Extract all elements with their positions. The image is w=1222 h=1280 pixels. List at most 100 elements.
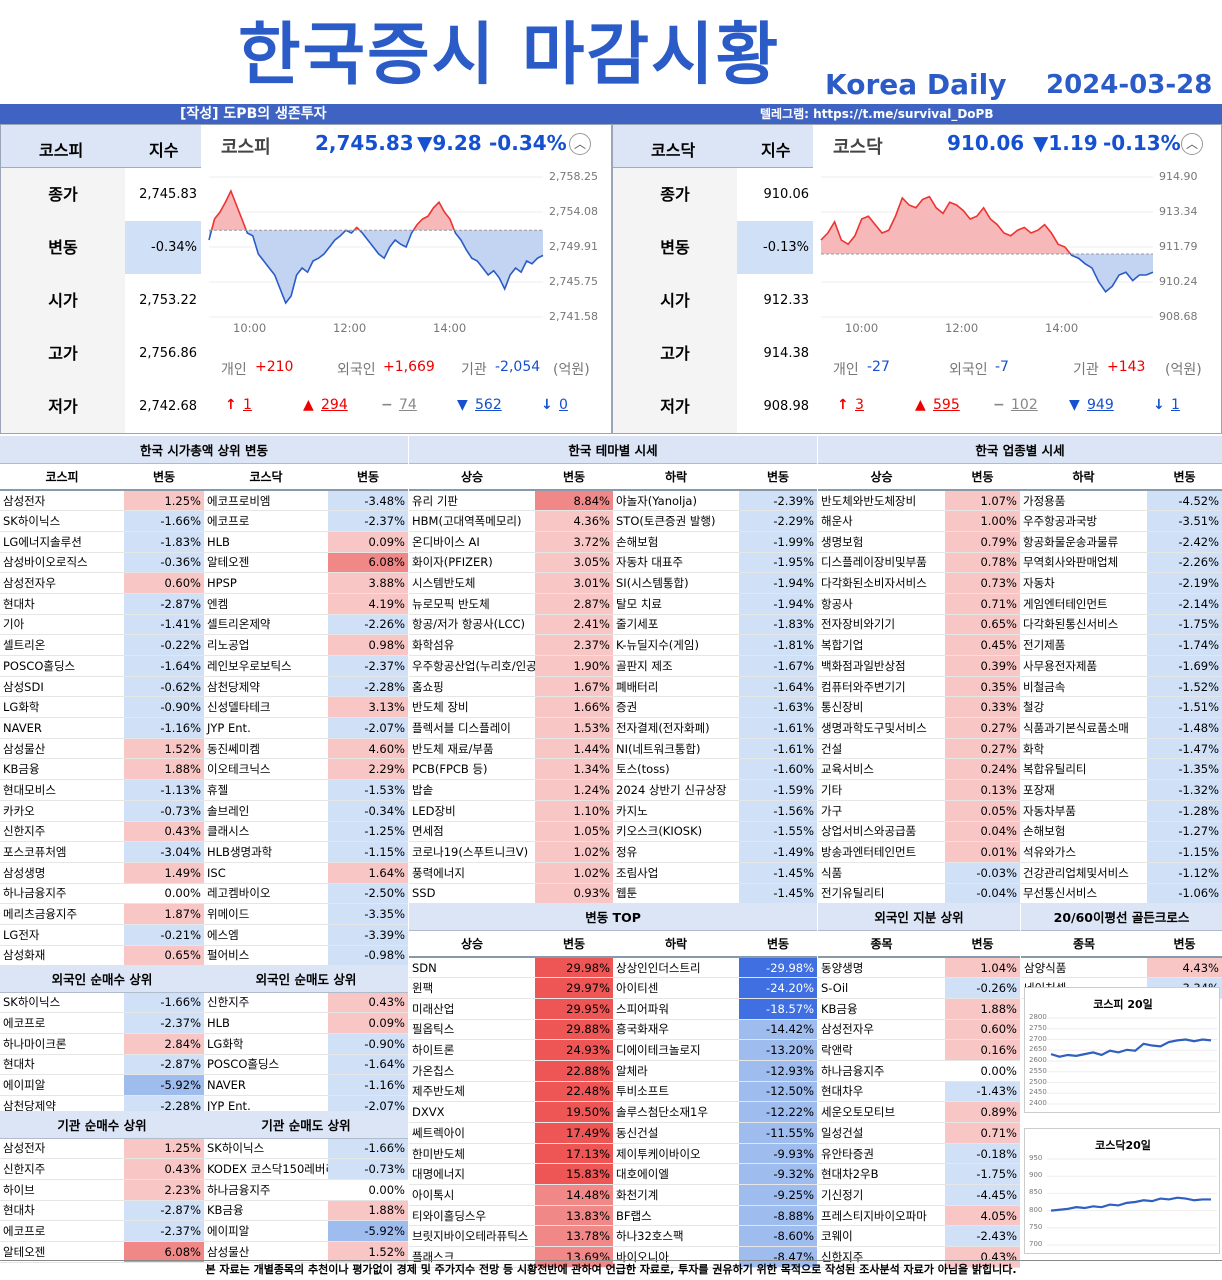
- name-cell[interactable]: SDN: [409, 957, 535, 979]
- name-cell[interactable]: 가정용품: [1020, 490, 1147, 512]
- name-cell[interactable]: 골판지 제조: [613, 655, 739, 677]
- name-cell[interactable]: 하나32호스팩: [613, 1225, 739, 1248]
- name-cell[interactable]: 석유와가스: [1020, 841, 1147, 863]
- name-cell[interactable]: 삼천당제약: [204, 676, 328, 698]
- name-cell[interactable]: 비철금속: [1020, 676, 1147, 698]
- name-cell[interactable]: LG화학: [204, 1033, 328, 1055]
- name-cell[interactable]: 에이피알: [0, 1074, 124, 1096]
- name-cell[interactable]: 플렉서블 디스플레이: [409, 717, 535, 739]
- name-cell[interactable]: 복합유틸리티: [1020, 758, 1147, 781]
- name-cell[interactable]: 화천기계: [613, 1184, 739, 1206]
- name-cell[interactable]: 신한지주: [0, 1158, 124, 1180]
- name-cell[interactable]: 아이티센: [613, 977, 739, 999]
- name-cell[interactable]: 화학섬유: [409, 634, 535, 656]
- name-cell[interactable]: 전기제품: [1020, 634, 1147, 656]
- name-cell[interactable]: 동신건설: [613, 1122, 739, 1144]
- name-cell[interactable]: 손해보험: [613, 531, 739, 553]
- name-cell[interactable]: 포스코퓨처엠: [0, 841, 124, 863]
- name-cell[interactable]: 현대차2우B: [818, 1163, 945, 1186]
- name-cell[interactable]: 솔루스첨단소재1우: [613, 1101, 739, 1123]
- name-cell[interactable]: 삼성생명: [0, 862, 124, 884]
- name-cell[interactable]: 이오테크닉스: [204, 758, 328, 781]
- name-cell[interactable]: 홈쇼핑: [409, 676, 535, 698]
- name-cell[interactable]: PCB(FPCB 등): [409, 758, 535, 781]
- name-cell[interactable]: 가온칩스: [409, 1060, 535, 1082]
- name-cell[interactable]: KB금융: [818, 998, 945, 1020]
- name-cell[interactable]: 가구: [818, 800, 945, 822]
- name-cell[interactable]: 반도체 재료/부품: [409, 738, 535, 760]
- name-cell[interactable]: 제주반도체: [409, 1081, 535, 1103]
- name-cell[interactable]: 현대차: [0, 1054, 124, 1076]
- name-cell[interactable]: STO(토큰증권 발행): [613, 510, 739, 532]
- name-cell[interactable]: 셀트리온: [0, 634, 124, 656]
- name-cell[interactable]: SK하이닉스: [204, 1138, 328, 1160]
- name-cell[interactable]: 셀트리온제약: [204, 614, 328, 636]
- name-cell[interactable]: 다각화된소비자서비스: [818, 572, 945, 594]
- name-cell[interactable]: NAVER: [0, 717, 124, 739]
- name-cell[interactable]: 상업서비스와공급품: [818, 821, 945, 843]
- name-cell[interactable]: 에이피알: [204, 1220, 328, 1242]
- name-cell[interactable]: 삼성SDI: [0, 676, 124, 698]
- name-cell[interactable]: 레고켐바이오: [204, 883, 328, 905]
- name-cell[interactable]: POSCO홀딩스: [0, 655, 124, 677]
- name-cell[interactable]: 아이톡시: [409, 1184, 535, 1206]
- name-cell[interactable]: 대명에너지: [409, 1163, 535, 1186]
- name-cell[interactable]: 현대모비스: [0, 779, 124, 801]
- name-cell[interactable]: LED장비: [409, 800, 535, 822]
- name-cell[interactable]: BF랩스: [613, 1205, 739, 1227]
- name-cell[interactable]: 철강: [1020, 696, 1147, 719]
- name-cell[interactable]: KB금융: [204, 1200, 328, 1222]
- name-cell[interactable]: 자동차 대표주: [613, 552, 739, 574]
- name-cell[interactable]: 흥국화재우: [613, 1019, 739, 1041]
- name-cell[interactable]: 시스템반도체: [409, 572, 535, 594]
- name-cell[interactable]: 현대차: [0, 593, 124, 615]
- name-cell[interactable]: 화이자(PFIZER): [409, 552, 535, 574]
- name-cell[interactable]: 하이브: [0, 1179, 124, 1201]
- name-cell[interactable]: 신한지주: [204, 992, 328, 1014]
- name-cell[interactable]: 조림사업: [613, 862, 739, 884]
- name-cell[interactable]: 백화점과일반상점: [818, 655, 945, 677]
- name-cell[interactable]: 레인보우로보틱스: [204, 655, 328, 677]
- name-cell[interactable]: SK하이닉스: [0, 992, 124, 1014]
- name-cell[interactable]: 해운사: [818, 510, 945, 532]
- name-cell[interactable]: 다각화된통신서비스: [1020, 614, 1147, 636]
- name-cell[interactable]: 삼성전자우: [818, 1019, 945, 1041]
- name-cell[interactable]: 삼성화재: [0, 945, 124, 967]
- name-cell[interactable]: 야놀자(Yanolja): [613, 490, 739, 512]
- advancers-count[interactable]: 595: [933, 397, 960, 413]
- name-cell[interactable]: 삼성전자우: [0, 572, 124, 594]
- name-cell[interactable]: 쎄트렉아이: [409, 1122, 535, 1144]
- name-cell[interactable]: 생명과학도구및서비스: [818, 717, 945, 739]
- name-cell[interactable]: 하이트론: [409, 1039, 535, 1061]
- chevron-up-icon[interactable]: ︿: [1181, 133, 1203, 155]
- unchanged-count[interactable]: 74: [399, 397, 417, 413]
- name-cell[interactable]: LG화학: [0, 696, 124, 719]
- name-cell[interactable]: LG에너지솔루션: [0, 531, 124, 553]
- name-cell[interactable]: 복합기업: [818, 634, 945, 656]
- name-cell[interactable]: 일성건설: [818, 1122, 945, 1144]
- name-cell[interactable]: 화학: [1020, 738, 1147, 760]
- name-cell[interactable]: 무역회사와판매업체: [1020, 552, 1147, 574]
- name-cell[interactable]: 동진쎄미켐: [204, 738, 328, 760]
- name-cell[interactable]: 교육서비스: [818, 758, 945, 781]
- name-cell[interactable]: 티와이홀딩스우: [409, 1205, 535, 1227]
- upper-limit-count[interactable]: 3: [855, 397, 864, 413]
- name-cell[interactable]: 항공/저가 항공사(LCC): [409, 614, 535, 636]
- name-cell[interactable]: KODEX 코스닥150레버리: [204, 1158, 328, 1180]
- name-cell[interactable]: 알테오젠: [0, 1241, 124, 1263]
- name-cell[interactable]: 동양생명: [818, 957, 945, 979]
- name-cell[interactable]: 삼성바이오로직스: [0, 552, 124, 574]
- name-cell[interactable]: 웹툰: [613, 883, 739, 905]
- name-cell[interactable]: 밥솥: [409, 779, 535, 801]
- name-cell[interactable]: 에코프로: [204, 510, 328, 532]
- name-cell[interactable]: 우주항공산업(누리호/인공: [409, 655, 535, 677]
- name-cell[interactable]: S-Oil: [818, 977, 945, 999]
- name-cell[interactable]: 리노공업: [204, 634, 328, 656]
- name-cell[interactable]: 에코프로: [0, 1012, 124, 1034]
- name-cell[interactable]: 반도체와반도체장비: [818, 490, 945, 512]
- name-cell[interactable]: JYP Ent.: [204, 717, 328, 739]
- name-cell[interactable]: 투비소프트: [613, 1081, 739, 1103]
- name-cell[interactable]: 삼성전자: [0, 1138, 124, 1160]
- telegram-link[interactable]: 텔레그램: https://t.me/survival_DoPB: [760, 107, 994, 121]
- name-cell[interactable]: HBM(고대역폭메모리): [409, 510, 535, 532]
